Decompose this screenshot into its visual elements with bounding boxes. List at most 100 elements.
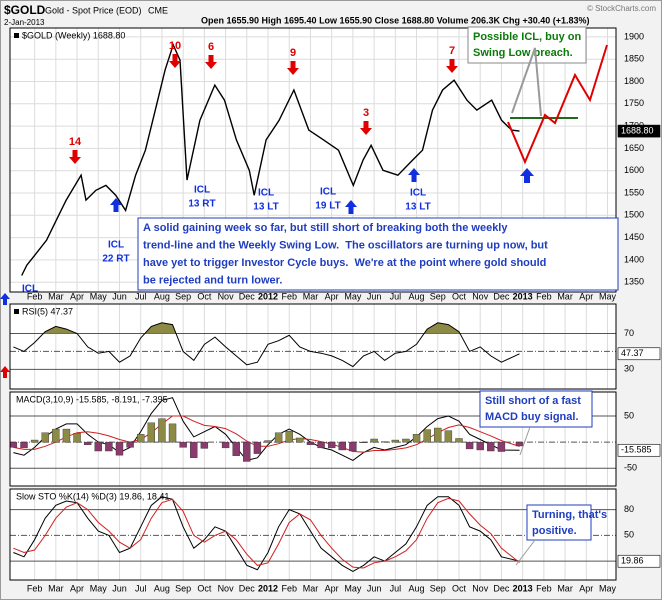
histogram-bar [9,441,18,448]
last-value-label: -15.585 [621,445,652,455]
histogram-bar [487,441,495,452]
histogram-bar [232,441,240,456]
histogram-bar [476,441,484,451]
description: Gold - Spot Price (EOD) [45,5,142,15]
icl-label: 22 RT [102,254,129,265]
last-value-label: 19.86 [621,556,644,566]
last-value-label: 1688.80 [621,125,654,135]
date: 2-Jan-2013 [4,18,45,27]
x-tick-label: Dec [239,291,256,301]
overlay [0,44,608,566]
peak-label: 9 [290,47,296,59]
cycle-arrow [345,200,357,214]
histogram-bar [126,441,134,448]
last-value-tag [617,443,661,457]
x-tick-label: Mar [303,291,319,301]
note-text: MACD buy signal. [485,411,579,423]
cycle-arrow [408,168,420,182]
x-tick-label: Feb [27,583,43,593]
edge-arrow [0,293,10,305]
x-tick-label: Feb [27,291,43,301]
histogram-bar [243,441,251,462]
y-tick-label: 1350 [624,277,644,287]
icl-label: 13 LT [405,202,430,213]
histogram-bar [455,438,463,443]
x-tick-label: Nov [218,291,235,301]
icl-label: ICL [320,187,336,198]
histogram-bar [327,441,336,449]
trend-line [511,47,542,117]
x-tick-label: May [599,583,617,593]
icl-label: ICL [22,284,38,295]
x-tick-label: May [599,291,617,301]
plot-layer: Feb Feb Mar Mar Apr Apr May May Jun Jun Jul Jul Aug A… [9,26,661,593]
overbought-fill [13,322,520,334]
histogram-bar [285,430,293,443]
panel-frame [9,303,617,390]
histogram-bar [41,432,49,443]
x-tick-label: Apr [70,291,84,301]
y-tick-label: 1600 [624,165,644,175]
histogram-bar [83,441,92,445]
x-tick-label: Apr [325,583,339,593]
histogram-bar [370,438,378,443]
x-tick-label: Sep [175,291,191,301]
x-tick-label: Jun [367,291,382,301]
panel-frame [9,27,617,293]
x-tick-label: Feb [281,291,297,301]
y-tick-label: 1800 [624,76,644,86]
exchange: CME [148,5,168,15]
y-tick-label: 1450 [624,232,644,242]
y-tick-label: 1850 [624,54,644,64]
x-tick-label: Aug [409,291,425,301]
x-tick-label: Oct [452,583,467,593]
x-tick-label: Sep [430,583,446,593]
x-tick-label: Jun [112,291,127,301]
quote: Open 1655.90 High 1695.40 Low 1655.90 Cl… [201,15,590,25]
y-tick-label: 1500 [624,210,644,220]
note-text: positive. [532,525,577,537]
peak-label: 3 [363,107,369,119]
cycle-arrow [360,121,372,135]
cycle-arrow [169,54,181,68]
histogram-bar [296,437,304,443]
x-tick-label: Oct [197,291,212,301]
x-tick-label: Nov [472,583,489,593]
peak-label: 14 [69,136,82,148]
y-tick-label: 50 [624,530,634,540]
y-tick-label: 50 [624,410,634,420]
histogram-bar [381,441,389,443]
histogram-bar [221,441,230,449]
series-line [13,397,520,461]
histogram-bar [105,441,113,452]
x-tick-label: Jul [390,291,402,301]
last-value-label: 47.37 [621,348,644,358]
histogram-bar [349,441,357,452]
projection-line [507,44,608,165]
histogram-bar [158,418,166,443]
series-line [21,42,520,276]
x-tick-label: Apr [579,583,593,593]
panel-frame [9,391,617,487]
histogram-bar [168,423,177,443]
legend-swatch [14,33,19,38]
icl-label: ICL [410,188,426,199]
histogram-bar [412,434,421,443]
histogram-bar [253,441,262,454]
histogram-bar [434,427,442,443]
callout-line [515,539,536,566]
callout-line [519,426,531,456]
histogram-bar [515,441,524,447]
x-tick-label: Mar [48,291,64,301]
icl-label: ICL [194,185,210,196]
x-tick-label: Oct [197,583,212,593]
credit: © StockCharts.com [587,4,656,13]
x-tick-label: Nov [472,291,489,301]
legend-swatch [14,309,19,314]
x-tick-label: Jul [390,583,402,593]
x-tick-label: Sep [175,583,191,593]
panel-frame [9,488,617,581]
edge-arrow [0,366,10,378]
x-tick-label: Aug [409,583,425,593]
x-tick-label: Dec [493,583,510,593]
